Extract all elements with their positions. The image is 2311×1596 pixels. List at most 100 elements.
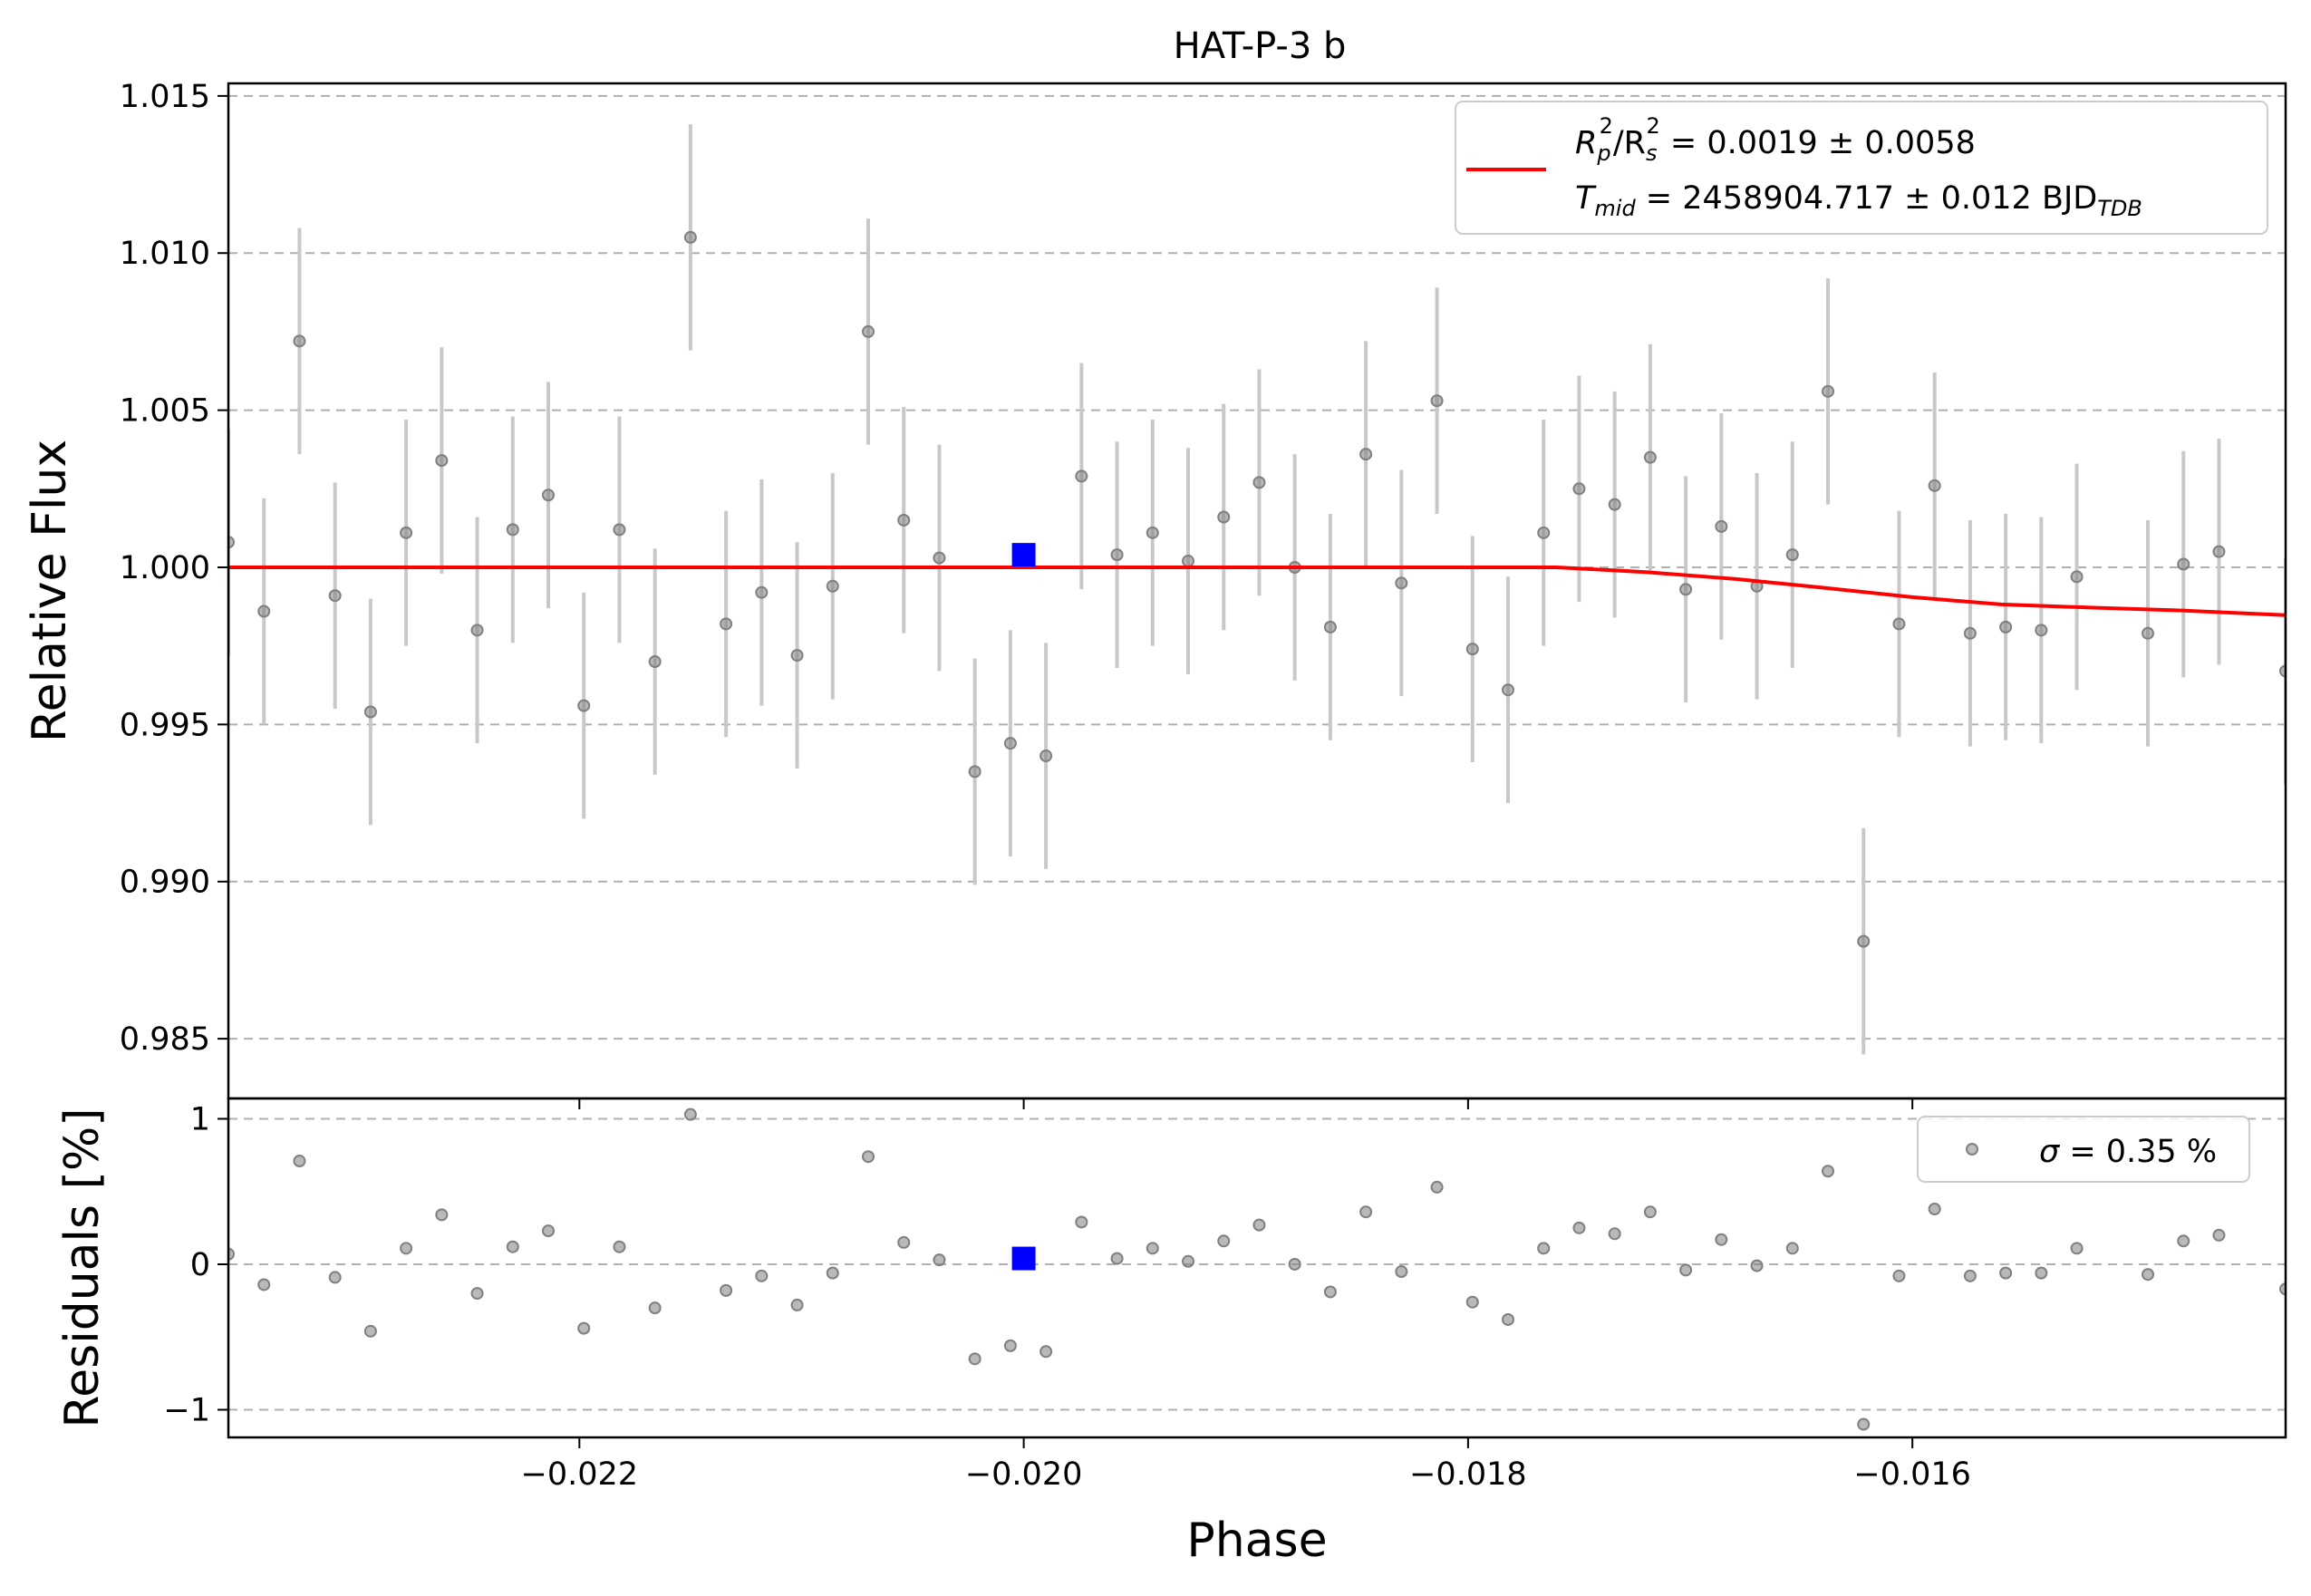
main-y-tick-label: 1.000 bbox=[120, 550, 210, 586]
residuals-legend-box bbox=[1917, 1116, 2250, 1183]
residual-point bbox=[862, 1150, 875, 1164]
main-data-point bbox=[1395, 576, 1408, 590]
main-data-point bbox=[2142, 626, 2155, 640]
residual-point bbox=[1395, 1265, 1408, 1279]
residual-point bbox=[1288, 1257, 1301, 1271]
main-y-tick-label: 1.005 bbox=[120, 393, 210, 430]
main-data-point bbox=[968, 765, 981, 779]
main-data-point bbox=[400, 526, 413, 539]
residual-point bbox=[1146, 1242, 1159, 1255]
residual-point bbox=[1999, 1266, 2013, 1280]
residual-point bbox=[2070, 1242, 2084, 1255]
residual-point bbox=[897, 1235, 911, 1249]
residual-point bbox=[1679, 1263, 1693, 1277]
main-data-point bbox=[1465, 643, 1479, 656]
residual-point bbox=[1182, 1254, 1195, 1268]
residuals-axes-frame bbox=[227, 1097, 2287, 1439]
main-y-ticks: 0.985 0.990 0.995 1.000 1.005 1.010 1.015 bbox=[120, 79, 1914, 1109]
residual-point bbox=[1359, 1205, 1373, 1219]
main-data-point bbox=[755, 585, 769, 599]
main-data-point bbox=[1892, 617, 1906, 631]
main-data-point bbox=[790, 649, 804, 663]
main-binned-point bbox=[1011, 543, 1036, 567]
main-data-point bbox=[2070, 570, 2084, 584]
residuals-y-tick-label: 0 bbox=[190, 1247, 210, 1283]
residual-point bbox=[400, 1242, 413, 1255]
main-ylabel: Relative Flux bbox=[23, 440, 77, 742]
residual-point bbox=[613, 1240, 626, 1253]
residual-point bbox=[1323, 1285, 1337, 1299]
residuals-binned-marker bbox=[1011, 1246, 1036, 1271]
residual-point bbox=[1502, 1312, 1515, 1326]
residual-point bbox=[648, 1301, 662, 1315]
main-data-point bbox=[1537, 526, 1551, 539]
residual-point bbox=[2212, 1228, 2226, 1242]
residual-point bbox=[1857, 1417, 1871, 1431]
main-data-point bbox=[1003, 737, 1017, 750]
main-data-point bbox=[328, 589, 342, 603]
legend-rp-rs: Rp2/Rs2 = 0.0019 ± 0.0058 bbox=[1575, 113, 1976, 166]
main-data-point bbox=[435, 454, 449, 468]
residual-point bbox=[1465, 1295, 1479, 1309]
main-data-points bbox=[228, 230, 2286, 948]
residual-point bbox=[755, 1269, 769, 1282]
residual-point bbox=[1110, 1252, 1124, 1265]
residual-point bbox=[720, 1283, 733, 1297]
legend-residual-marker bbox=[1966, 1143, 1978, 1156]
residual-point bbox=[1537, 1242, 1551, 1255]
residual-point bbox=[506, 1240, 519, 1253]
main-data-point bbox=[1715, 519, 1728, 533]
residual-point bbox=[1572, 1221, 1586, 1234]
main-data-point bbox=[1963, 626, 1977, 640]
main-data-point bbox=[720, 617, 733, 631]
main-data-point bbox=[1146, 526, 1159, 539]
main-panel: 0.985 0.990 0.995 1.000 1.005 1.010 1.015 Rela… bbox=[23, 79, 2287, 1109]
residuals-y-tick-label: −1 bbox=[163, 1393, 210, 1429]
main-data-point bbox=[1430, 394, 1444, 408]
residual-point bbox=[1608, 1227, 1621, 1241]
residual-point bbox=[435, 1208, 449, 1222]
main-data-point bbox=[1075, 469, 1088, 483]
residual-point bbox=[1039, 1345, 1053, 1359]
main-data-point bbox=[1608, 498, 1621, 511]
main-data-point bbox=[1643, 450, 1657, 464]
residual-point bbox=[2279, 1282, 2286, 1296]
residuals-x-tick-label: −0.016 bbox=[1853, 1456, 1971, 1493]
residuals-y-tick-label: 1 bbox=[190, 1101, 210, 1137]
residuals-x-tick-label: −0.022 bbox=[521, 1456, 639, 1493]
residual-point bbox=[542, 1224, 556, 1238]
residual-point bbox=[257, 1278, 271, 1291]
main-data-point bbox=[506, 523, 519, 537]
main-data-point bbox=[2177, 557, 2190, 571]
main-data-point bbox=[862, 324, 875, 338]
main-data-point bbox=[1252, 476, 1266, 489]
residual-point bbox=[2142, 1268, 2155, 1282]
residual-point bbox=[1750, 1259, 1764, 1272]
main-data-point bbox=[542, 488, 556, 502]
residual-point bbox=[363, 1324, 377, 1338]
main-data-point bbox=[1039, 750, 1053, 763]
residuals-panel: −1 0 1 −0.022 −0.020 −0.018 −0.016 Residuals … bbox=[55, 1097, 2287, 1568]
residual-point bbox=[1785, 1242, 1799, 1255]
residual-point bbox=[2177, 1234, 2190, 1248]
main-data-point bbox=[1928, 479, 1941, 492]
main-data-point bbox=[826, 579, 839, 593]
residual-point bbox=[1963, 1269, 1977, 1282]
residual-point bbox=[1003, 1339, 1017, 1352]
residuals-x-ticks: −0.022 −0.020 −0.018 −0.016 bbox=[521, 1437, 1971, 1493]
legend-tmid: Tmid = 2458904.717 ± 0.012 BJDTDB bbox=[1575, 180, 2142, 221]
residual-point bbox=[1075, 1215, 1088, 1229]
main-data-point bbox=[1502, 683, 1515, 697]
main-y-tick-label: 1.015 bbox=[120, 79, 210, 115]
main-data-point bbox=[1999, 620, 2013, 634]
residuals-y-ticks: −1 0 1 bbox=[163, 1101, 228, 1429]
residual-point bbox=[968, 1352, 981, 1366]
residual-point bbox=[1928, 1202, 1941, 1215]
main-data-point bbox=[1679, 583, 1693, 596]
main-y-tick-label: 0.985 bbox=[120, 1021, 210, 1058]
main-data-point bbox=[1822, 384, 1835, 398]
main-data-point bbox=[1323, 620, 1337, 634]
residual-point bbox=[328, 1271, 342, 1284]
phase-xlabel: Phase bbox=[1186, 1514, 1327, 1568]
